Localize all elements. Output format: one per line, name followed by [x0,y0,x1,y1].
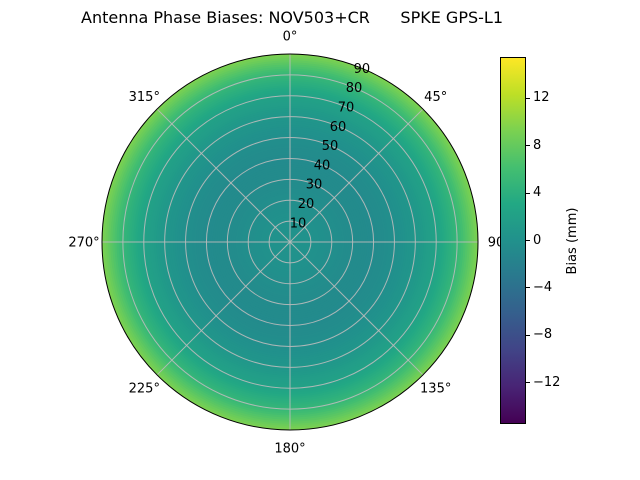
radial-tick-label: 90 [354,62,371,77]
angular-tick-label: 315° [129,90,160,105]
colorbar-tick-mark [526,334,530,336]
colorbar-tick-label: 0 [533,232,542,248]
colorbar-tick-mark [526,145,530,147]
colorbar-tick-mark [526,382,530,384]
grid-spoke [156,241,291,376]
radial-tick-label: 80 [346,81,363,96]
angular-tick-label: 45° [424,90,447,105]
radial-tick-label: 60 [330,120,347,135]
angular-tick-label: 0° [283,30,298,45]
chart-title: Antenna Phase Biases: NOV503+CR SPKE GPS… [81,8,503,27]
radial-tick-label: 50 [322,139,339,154]
grid-spoke [289,108,424,243]
angular-tick-label: 135° [420,381,451,396]
angular-tick-label: 180° [274,442,305,457]
polar-outline [101,53,479,431]
radial-tick-label: 20 [298,197,315,212]
colorbar-tick-mark [526,192,530,194]
grid-spoke [289,241,424,376]
radial-tick-label: 10 [290,216,307,231]
colorbar-tick-mark [526,287,530,289]
colorbar-tick-mark [526,240,530,241]
colorbar-tick-label: −4 [533,279,553,295]
radial-tick-label: 30 [306,178,323,193]
colorbar [500,57,526,424]
angular-tick-label: 270° [68,236,99,251]
radial-tick-labels: 10 20 30 40 50 60 70 80 90 [290,62,370,231]
colorbar-tick-mark [526,97,530,99]
angular-tick-label: 225° [129,381,160,396]
colorbar-tick-label: 8 [533,137,542,153]
grid-spoke [156,108,291,243]
colorbar-label: Bias (mm) [565,207,580,275]
radial-tick-label: 70 [338,100,355,115]
colorbar-tick-label: 12 [533,90,550,106]
colorbar-tick-label: 4 [533,185,542,201]
angular-tick-labels: 0° 45° 90 135° 180° 225° 270° 315° [68,30,504,457]
radial-tick-label: 40 [314,158,331,173]
polar-grid [102,54,478,430]
colorbar-tick-label: −8 [533,327,553,343]
colorbar-tick-label: −12 [533,374,561,390]
